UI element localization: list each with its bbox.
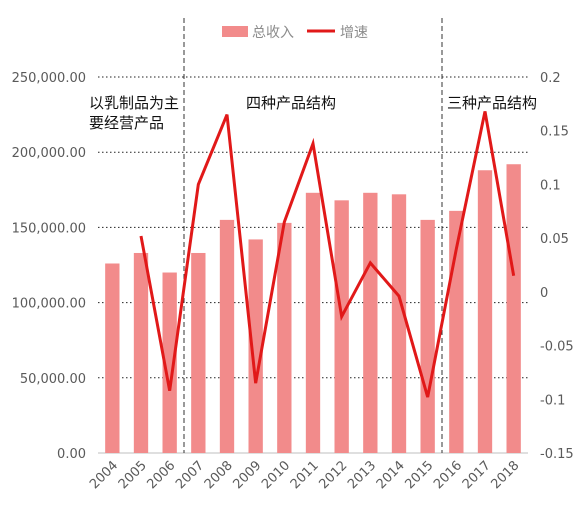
revenue-bar xyxy=(162,272,177,453)
x-tick-label: 2008 xyxy=(202,458,236,492)
revenue-bar xyxy=(305,192,321,454)
left-tick-label: 0.00 xyxy=(57,447,86,462)
legend: 总收入 增速 xyxy=(222,25,368,41)
x-tick-label: 2016 xyxy=(431,458,465,492)
x-tick-label: 2011 xyxy=(288,458,322,492)
left-axis-ticks: 0.00 50,000.00 100,000.00 150,000.00 200,000… xyxy=(12,71,86,462)
left-tick-label: 50,000.00 xyxy=(20,372,86,387)
x-tick-label: 2007 xyxy=(173,458,207,492)
revenue-bar xyxy=(420,219,435,453)
right-tick-label: -0.05 xyxy=(540,340,574,355)
annotation-text: 要经营产品 xyxy=(89,114,164,132)
right-tick-label: 0.2 xyxy=(540,71,561,86)
x-tick-label: 2012 xyxy=(316,458,350,492)
revenue-bar xyxy=(334,200,349,453)
x-tick-label: 2017 xyxy=(460,458,494,492)
revenue-bar xyxy=(219,219,235,453)
revenue-bar xyxy=(105,263,120,453)
revenue-bar xyxy=(191,252,206,453)
legend-growth-label: 增速 xyxy=(340,25,368,41)
revenue-bar xyxy=(477,170,493,454)
revenue-bar xyxy=(363,192,378,454)
left-tick-label: 250,000.00 xyxy=(12,71,86,86)
x-tick-label: 2005 xyxy=(116,458,150,492)
x-tick-label: 2009 xyxy=(230,458,264,492)
x-tick-label: 2018 xyxy=(488,458,522,492)
right-tick-label: 0.05 xyxy=(540,232,569,247)
x-tick-label: 2014 xyxy=(374,458,408,492)
x-axis-ticks: 2004200520062007200820092010201120122013… xyxy=(87,458,522,492)
x-tick-label: 2010 xyxy=(259,458,293,492)
x-tick-label: 2004 xyxy=(87,458,121,492)
right-tick-label: 0.15 xyxy=(540,125,569,140)
annotation-text: 三种产品结构 xyxy=(447,94,537,112)
right-tick-label: 0.1 xyxy=(540,178,561,193)
revenue-bar xyxy=(391,194,407,453)
right-tick-label: -0.1 xyxy=(540,393,565,408)
right-tick-label: 0 xyxy=(540,286,548,301)
growth-line xyxy=(139,111,516,398)
annotation-text: 以乳制品为主 xyxy=(89,94,179,112)
left-tick-label: 150,000.00 xyxy=(12,221,86,236)
right-axis-ticks: -0.15 -0.1 -0.05 0 0.05 0.1 0.15 0.2 xyxy=(540,71,574,462)
x-tick-label: 2006 xyxy=(144,458,178,492)
revenue-bar xyxy=(133,252,149,453)
revenue-bar xyxy=(506,164,521,453)
revenue-bars xyxy=(105,164,521,454)
revenue-bar xyxy=(277,222,292,453)
growth-series-line xyxy=(139,111,516,398)
legend-revenue-swatch xyxy=(222,26,248,37)
revenue-bar xyxy=(248,239,263,453)
left-tick-label: 200,000.00 xyxy=(12,146,86,161)
legend-revenue-label: 总收入 xyxy=(252,25,294,41)
left-tick-label: 100,000.00 xyxy=(12,297,86,312)
x-tick-label: 2013 xyxy=(345,458,379,492)
x-tick-label: 2015 xyxy=(402,458,436,492)
right-tick-label: -0.15 xyxy=(540,447,574,462)
period-dividers xyxy=(183,18,443,453)
annotation-text: 四种产品结构 xyxy=(246,94,336,112)
